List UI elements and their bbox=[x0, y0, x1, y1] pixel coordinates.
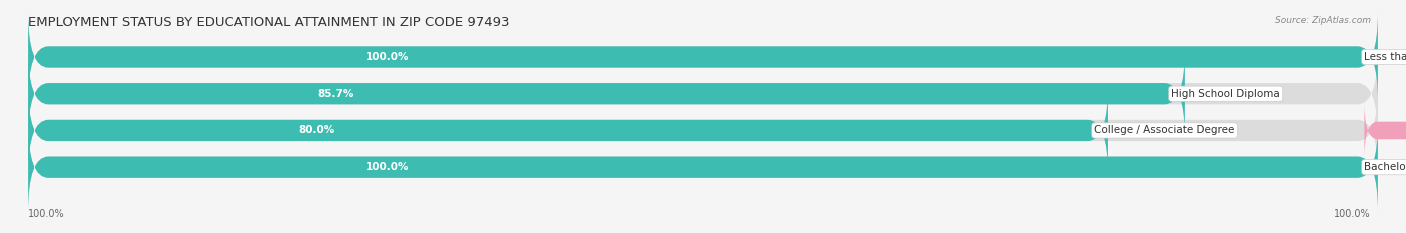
Text: Less than High School: Less than High School bbox=[1364, 52, 1406, 62]
Text: 100.0%: 100.0% bbox=[366, 52, 409, 62]
Text: High School Diploma: High School Diploma bbox=[1171, 89, 1279, 99]
FancyBboxPatch shape bbox=[28, 49, 1185, 138]
FancyBboxPatch shape bbox=[28, 123, 1378, 212]
Text: 100.0%: 100.0% bbox=[1334, 209, 1371, 219]
FancyBboxPatch shape bbox=[1364, 103, 1406, 158]
FancyBboxPatch shape bbox=[28, 86, 1108, 175]
FancyBboxPatch shape bbox=[28, 123, 1378, 212]
Text: 100.0%: 100.0% bbox=[28, 209, 65, 219]
Text: College / Associate Degree: College / Associate Degree bbox=[1094, 125, 1234, 135]
FancyBboxPatch shape bbox=[28, 13, 1378, 101]
Text: 85.7%: 85.7% bbox=[318, 89, 354, 99]
Text: Bachelor's Degree or higher: Bachelor's Degree or higher bbox=[1364, 162, 1406, 172]
Text: 100.0%: 100.0% bbox=[366, 162, 409, 172]
FancyBboxPatch shape bbox=[28, 13, 1378, 101]
FancyBboxPatch shape bbox=[28, 86, 1378, 175]
Text: Source: ZipAtlas.com: Source: ZipAtlas.com bbox=[1275, 16, 1371, 25]
Text: 80.0%: 80.0% bbox=[298, 125, 335, 135]
FancyBboxPatch shape bbox=[28, 49, 1378, 138]
Text: EMPLOYMENT STATUS BY EDUCATIONAL ATTAINMENT IN ZIP CODE 97493: EMPLOYMENT STATUS BY EDUCATIONAL ATTAINM… bbox=[28, 16, 509, 29]
